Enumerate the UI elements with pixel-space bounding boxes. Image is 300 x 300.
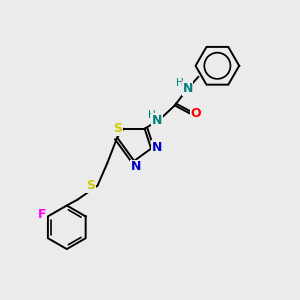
Text: O: O: [190, 107, 201, 120]
Text: H: H: [148, 110, 156, 120]
Text: S: S: [86, 179, 95, 192]
Text: H: H: [176, 78, 184, 88]
Text: N: N: [182, 82, 193, 95]
Text: F: F: [38, 208, 46, 221]
Text: N: N: [131, 160, 141, 173]
Text: N: N: [152, 141, 162, 154]
Text: S: S: [113, 122, 122, 135]
Text: N: N: [152, 114, 162, 127]
